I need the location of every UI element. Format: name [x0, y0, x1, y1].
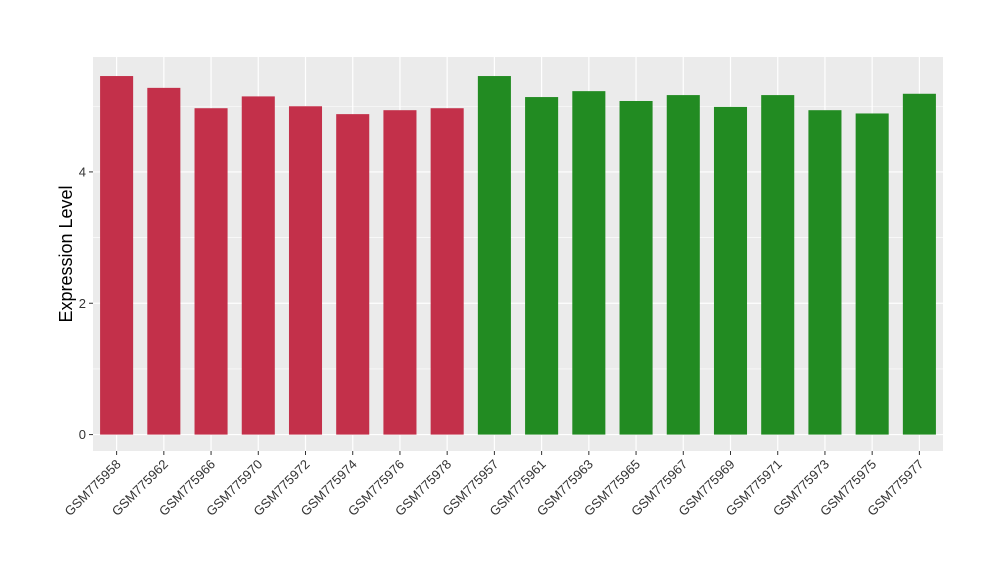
bar-GSM775966 [194, 108, 228, 435]
bar-GSM775970 [241, 96, 275, 435]
bar-GSM775972 [288, 106, 323, 435]
y-tick-label: 2 [79, 296, 86, 311]
bar-GSM775978 [430, 108, 464, 435]
x-axis: GSM775958GSM775962GSM775966GSM775970GSM7… [62, 451, 927, 519]
bar-GSM775958 [100, 76, 134, 435]
y-tick-label: 0 [79, 427, 86, 442]
plot-panel [93, 57, 943, 451]
bar-GSM775971 [761, 95, 795, 435]
bar-GSM775973 [808, 110, 842, 435]
bar-GSM775975 [855, 113, 889, 435]
bar-GSM775963 [572, 91, 606, 435]
bar-GSM775969 [713, 106, 748, 435]
bar-GSM775957 [477, 76, 511, 435]
y-tick-label: 4 [79, 164, 86, 179]
y-axis: 0 2 4 [79, 164, 93, 442]
bar-GSM775965 [619, 100, 653, 435]
bar-GSM775974 [336, 114, 370, 435]
bar-GSM775961 [525, 97, 559, 435]
bars [100, 76, 936, 435]
bar-GSM775967 [666, 95, 700, 435]
bar-GSM775976 [383, 110, 417, 435]
bar-GSM775962 [147, 87, 181, 435]
y-axis-title: Expression Level [56, 185, 76, 322]
bar-GSM775977 [902, 93, 936, 435]
